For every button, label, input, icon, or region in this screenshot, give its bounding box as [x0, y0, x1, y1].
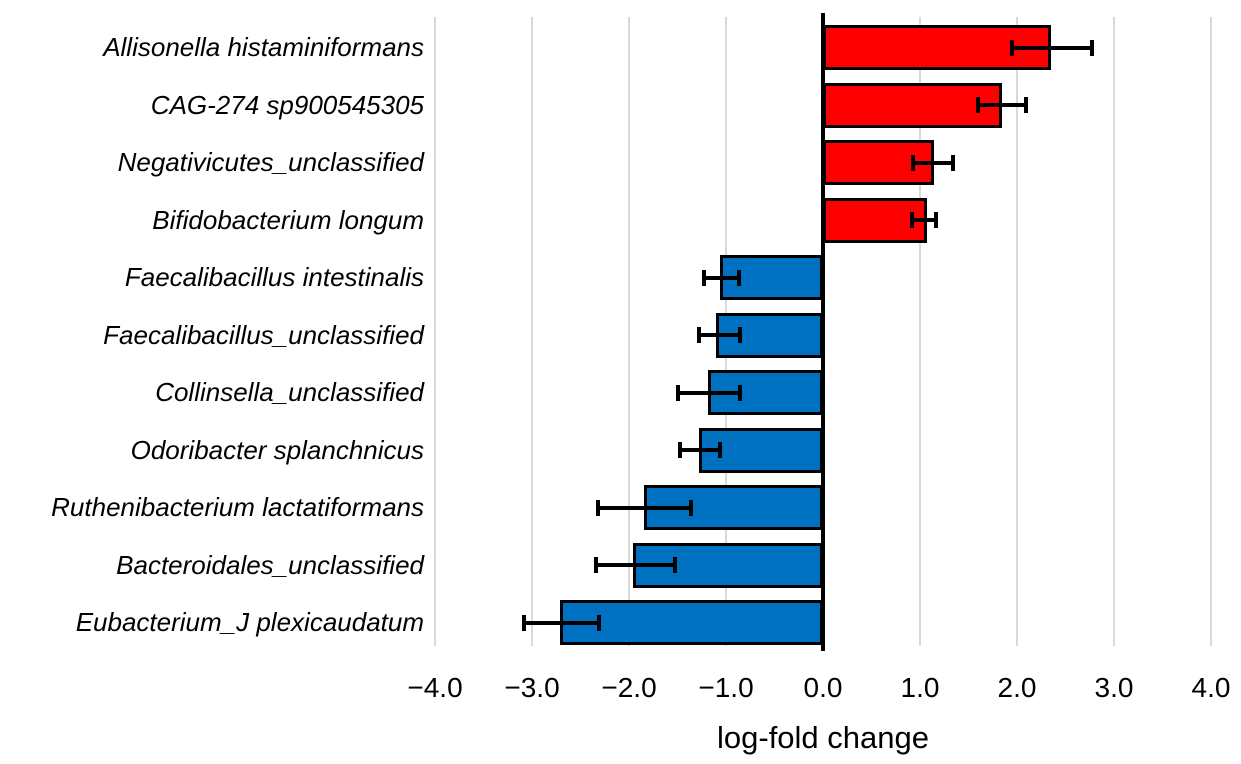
error-bar	[913, 160, 953, 165]
error-bar-cap	[737, 384, 742, 401]
bar	[823, 82, 1003, 128]
error-bar-cap	[910, 212, 915, 229]
category-label: Eubacterium_J plexicaudatum	[75, 607, 424, 638]
gridline	[1016, 17, 1018, 646]
error-bar-cap	[911, 154, 916, 171]
error-bar-cap	[736, 269, 741, 286]
gridline	[628, 17, 630, 646]
error-bar	[597, 505, 692, 510]
category-label: Collinsella_unclassified	[155, 377, 424, 408]
error-bar-cap	[976, 97, 981, 114]
error-bar	[1012, 45, 1092, 50]
x-axis-title: log-fold change	[717, 720, 929, 755]
error-bar-cap	[595, 499, 600, 516]
error-bar-cap	[933, 212, 938, 229]
bar	[823, 140, 934, 186]
x-tick-label: 2.0	[997, 672, 1037, 703]
error-bar	[912, 218, 936, 223]
error-bar-cap	[696, 327, 701, 344]
error-bar-cap	[596, 614, 601, 631]
error-bar-cap	[718, 442, 723, 459]
bar	[632, 542, 823, 588]
x-tick-label: −3.0	[504, 672, 560, 703]
error-bar	[978, 103, 1026, 108]
error-bar-cap	[1023, 97, 1028, 114]
error-bar	[680, 448, 721, 453]
error-bar-cap	[678, 442, 683, 459]
error-bar-cap	[672, 557, 677, 574]
x-tick-label: −2.0	[601, 672, 657, 703]
error-bar-cap	[1010, 39, 1015, 56]
error-bar-cap	[1089, 39, 1094, 56]
gridline	[1210, 17, 1212, 646]
error-bar-cap	[701, 269, 706, 286]
x-tick-label: 1.0	[900, 672, 940, 703]
error-bar-cap	[676, 384, 681, 401]
category-label: Odoribacter splanchnicus	[130, 434, 424, 465]
category-label: Faecalibacillus intestinalis	[124, 262, 424, 293]
error-bar-cap	[594, 557, 599, 574]
category-label: Ruthenibacterium lactatiformans	[51, 492, 424, 523]
error-bar	[698, 333, 740, 338]
category-label: Faecalibacillus_unclassified	[103, 319, 424, 350]
error-bar-cap	[737, 327, 742, 344]
category-label: CAG-274 sp900545305	[150, 89, 424, 120]
x-tick-label: −4.0	[407, 672, 463, 703]
error-bar	[703, 275, 739, 280]
error-bar-cap	[689, 499, 694, 516]
x-tick-label: 4.0	[1191, 672, 1231, 703]
x-tick-label: 0.0	[803, 672, 843, 703]
category-label: Negativicutes_unclassified	[117, 147, 424, 178]
error-bar-cap	[950, 154, 955, 171]
category-label: Bacteroidales_unclassified	[116, 549, 424, 580]
error-bar	[678, 390, 740, 395]
error-bar	[596, 563, 675, 568]
gridline	[531, 17, 533, 646]
gridline	[434, 17, 436, 646]
category-label: Allisonella histaminiformans	[103, 32, 424, 63]
zero-axis-line	[821, 13, 825, 651]
x-tick-label: 3.0	[1094, 672, 1134, 703]
gridline	[1113, 17, 1115, 646]
x-tick-label: −1.0	[698, 672, 754, 703]
gridline	[919, 17, 921, 646]
error-bar-cap	[522, 614, 527, 631]
error-bar	[524, 620, 599, 625]
category-label: Bifidobacterium longum	[152, 204, 424, 235]
